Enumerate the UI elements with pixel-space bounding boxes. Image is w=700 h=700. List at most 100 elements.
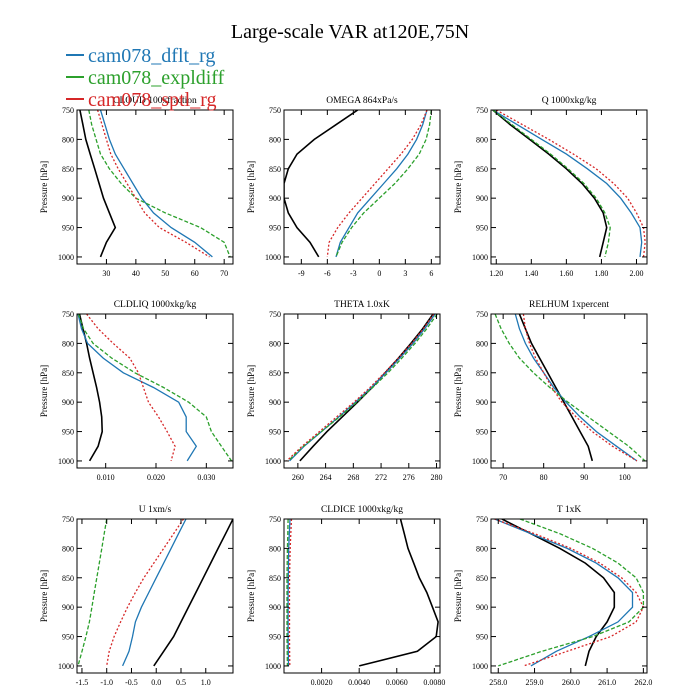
x-tick-label: 6 [429, 269, 433, 278]
y-tick-label: 950 [269, 224, 281, 233]
plot-frame [76, 109, 234, 265]
x-tick-label: 0.0060 [386, 678, 408, 687]
y-axis-label: Pressure [hPa] [453, 161, 463, 213]
series-line-1 [153, 519, 233, 667]
y-tick-label: 850 [269, 165, 281, 174]
series-line-4 [286, 314, 435, 462]
x-tick-label: 0.0080 [423, 678, 445, 687]
x-tick-label: 260.0 [562, 678, 580, 687]
y-tick-label: 950 [62, 428, 74, 437]
y-tick-label: 750 [476, 515, 488, 524]
y-tick-label: 900 [476, 194, 488, 203]
x-tick-label: 40 [132, 269, 140, 278]
plot-frame [490, 313, 648, 469]
x-tick-label: 2.00 [629, 269, 643, 278]
x-tick-label: 0.0020 [311, 678, 333, 687]
series-line-3 [335, 110, 432, 258]
plot-frame [490, 109, 648, 265]
y-tick-label: 900 [62, 398, 74, 407]
y-tick-label: 950 [476, 224, 488, 233]
x-tick-label: -0.5 [125, 678, 138, 687]
x-tick-label: -9 [298, 269, 305, 278]
series-line-4 [495, 110, 646, 257]
x-tick-label: -3 [350, 269, 357, 278]
y-tick-label: 900 [476, 603, 488, 612]
x-tick-label: -1.5 [76, 678, 89, 687]
x-tick-label: 0.0040 [348, 678, 370, 687]
series-line-4 [96, 110, 210, 258]
x-tick-label: 1.80 [594, 269, 608, 278]
y-tick-label: 950 [62, 633, 74, 642]
y-tick-label: 1000 [265, 662, 281, 671]
x-tick-label: 70 [220, 269, 228, 278]
panel-title: Q 1000xkg/kg [542, 96, 597, 106]
y-tick-label: 900 [269, 398, 281, 407]
panel-title: CLOUD 100xfraction [113, 95, 197, 106]
y-axis-label: Pressure [hPa] [246, 570, 256, 622]
x-tick-label: 90 [580, 473, 588, 482]
panel-1: 30 40 50 60 70 750 800 850 900 950 1000 Pressure [h… [39, 95, 234, 278]
series-line-3 [77, 519, 108, 667]
series-line-2 [122, 519, 187, 667]
y-tick-label: 900 [476, 398, 488, 407]
series-line-3 [88, 110, 231, 258]
x-tick-label: 100 [619, 473, 631, 482]
x-tick-label: 1.20 [489, 269, 503, 278]
panel-9: 258.0 259.0 260.0 261.0 262.0 750 800 850 900 950… [453, 505, 652, 687]
y-tick-label: 850 [269, 574, 281, 583]
y-tick-label: 900 [269, 603, 281, 612]
y-tick-label: 1000 [472, 662, 488, 671]
y-tick-label: 1000 [472, 253, 488, 262]
series-line-4 [326, 110, 428, 257]
x-tick-label: 264 [320, 473, 332, 482]
legend-item-2: cam078_expldiff [66, 67, 225, 89]
y-tick-label: 800 [269, 544, 281, 553]
x-tick-label: 0.030 [197, 473, 215, 482]
panel-title: CLDICE 1000xkg/kg [321, 505, 403, 515]
series-line-4 [106, 519, 185, 667]
panel-8: 0.0020 0.0040 0.0060 0.0080 750 800 850 900 950 1… [246, 505, 445, 687]
series-line-2 [77, 314, 198, 462]
y-tick-label: 950 [476, 428, 488, 437]
series-line-1 [518, 314, 594, 462]
series-line-2 [289, 314, 436, 462]
series-line-2 [492, 110, 643, 257]
x-tick-label: 272 [375, 473, 387, 482]
panel-4: 0.010 0.020 0.030 750 800 850 900 950 1000 Pressu… [39, 300, 234, 482]
legend-label: cam078_expldiff [88, 67, 225, 89]
panel-title: CLDLIQ 1000xkg/kg [114, 300, 197, 310]
panel-3: 1.20 1.40 1.60 1.80 2.00 750 800 850 900 950 1000 P… [453, 96, 648, 278]
y-tick-label: 800 [476, 544, 488, 553]
x-tick-label: 258.0 [489, 678, 507, 687]
plot-frame [283, 109, 441, 265]
y-axis-label: Pressure [hPa] [246, 365, 256, 417]
x-tick-label: 0 [377, 269, 381, 278]
y-tick-label: 750 [269, 515, 281, 524]
y-axis-label: Pressure [hPa] [39, 161, 49, 213]
y-tick-label: 950 [476, 633, 488, 642]
y-tick-label: 800 [269, 339, 281, 348]
x-tick-label: 280 [431, 473, 443, 482]
x-tick-label: 1.40 [524, 269, 538, 278]
legend-item-1: cam078_dflt_rg [66, 45, 215, 67]
panel-title: T 1xK [557, 505, 582, 515]
y-tick-label: 1000 [472, 457, 488, 466]
y-tick-label: 750 [269, 106, 281, 115]
x-tick-label: 80 [540, 473, 548, 482]
y-tick-label: 800 [62, 135, 74, 144]
series-line-3 [286, 519, 289, 666]
series-line-1 [492, 110, 608, 258]
y-tick-label: 800 [62, 544, 74, 553]
series-line-1 [284, 110, 359, 258]
y-tick-label: 750 [62, 310, 74, 319]
x-tick-label: 70 [499, 473, 507, 482]
x-tick-label: -6 [324, 269, 331, 278]
x-tick-label: 0.010 [97, 473, 115, 482]
plot-frame [283, 313, 441, 469]
plot-frame [76, 518, 234, 674]
x-tick-label: 0.020 [147, 473, 165, 482]
series-line-4 [288, 519, 293, 666]
y-axis-label: Pressure [hPa] [453, 570, 463, 622]
y-tick-label: 750 [476, 310, 488, 319]
